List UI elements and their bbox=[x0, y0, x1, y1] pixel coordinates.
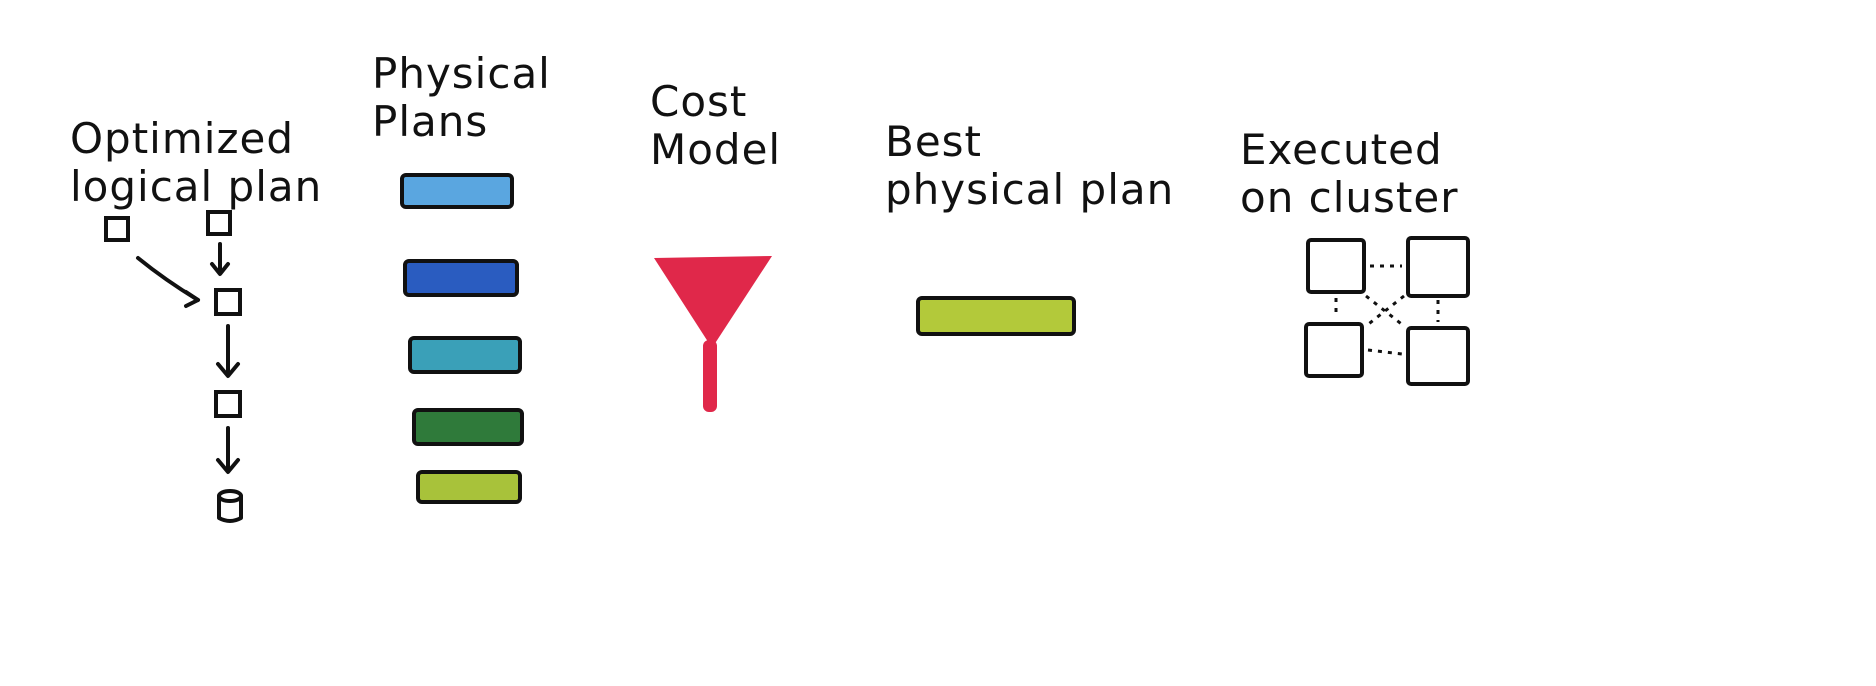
label-cost-model: Cost Model bbox=[650, 77, 782, 174]
logical-node-left-icon bbox=[104, 216, 130, 242]
server-node-icon bbox=[1306, 238, 1366, 294]
label-best-physical-plan: Best physical plan bbox=[885, 117, 1175, 214]
label-optimized-logical-plan: Optimized logical plan bbox=[70, 114, 323, 211]
server-node-icon bbox=[1406, 236, 1470, 298]
server-node-icon bbox=[1406, 326, 1470, 386]
logical-node-join-icon bbox=[214, 288, 242, 316]
physical-plan-bar bbox=[403, 259, 519, 297]
label-executed-on-cluster: Executed on cluster bbox=[1240, 125, 1459, 222]
cylinder-icon bbox=[217, 489, 243, 523]
logical-node-top-icon bbox=[206, 210, 232, 236]
label-physical-plans: Physical Plans bbox=[372, 49, 551, 146]
physical-plan-bar bbox=[416, 470, 522, 504]
physical-plan-bar bbox=[408, 336, 522, 374]
funnel-icon bbox=[654, 256, 772, 412]
cluster-links bbox=[1334, 264, 1440, 356]
arrowhead-down-2-icon bbox=[216, 362, 240, 378]
server-node-icon bbox=[1304, 322, 1364, 378]
physical-plan-bar bbox=[400, 173, 514, 209]
arrowhead-left-icon bbox=[184, 290, 200, 308]
arrowhead-down-3-icon bbox=[216, 458, 240, 474]
logical-node-filter-icon bbox=[214, 390, 242, 418]
arrowhead-down-1-icon bbox=[210, 262, 230, 276]
physical-plan-bar bbox=[412, 408, 524, 446]
best-physical-plan-bar bbox=[916, 296, 1076, 336]
